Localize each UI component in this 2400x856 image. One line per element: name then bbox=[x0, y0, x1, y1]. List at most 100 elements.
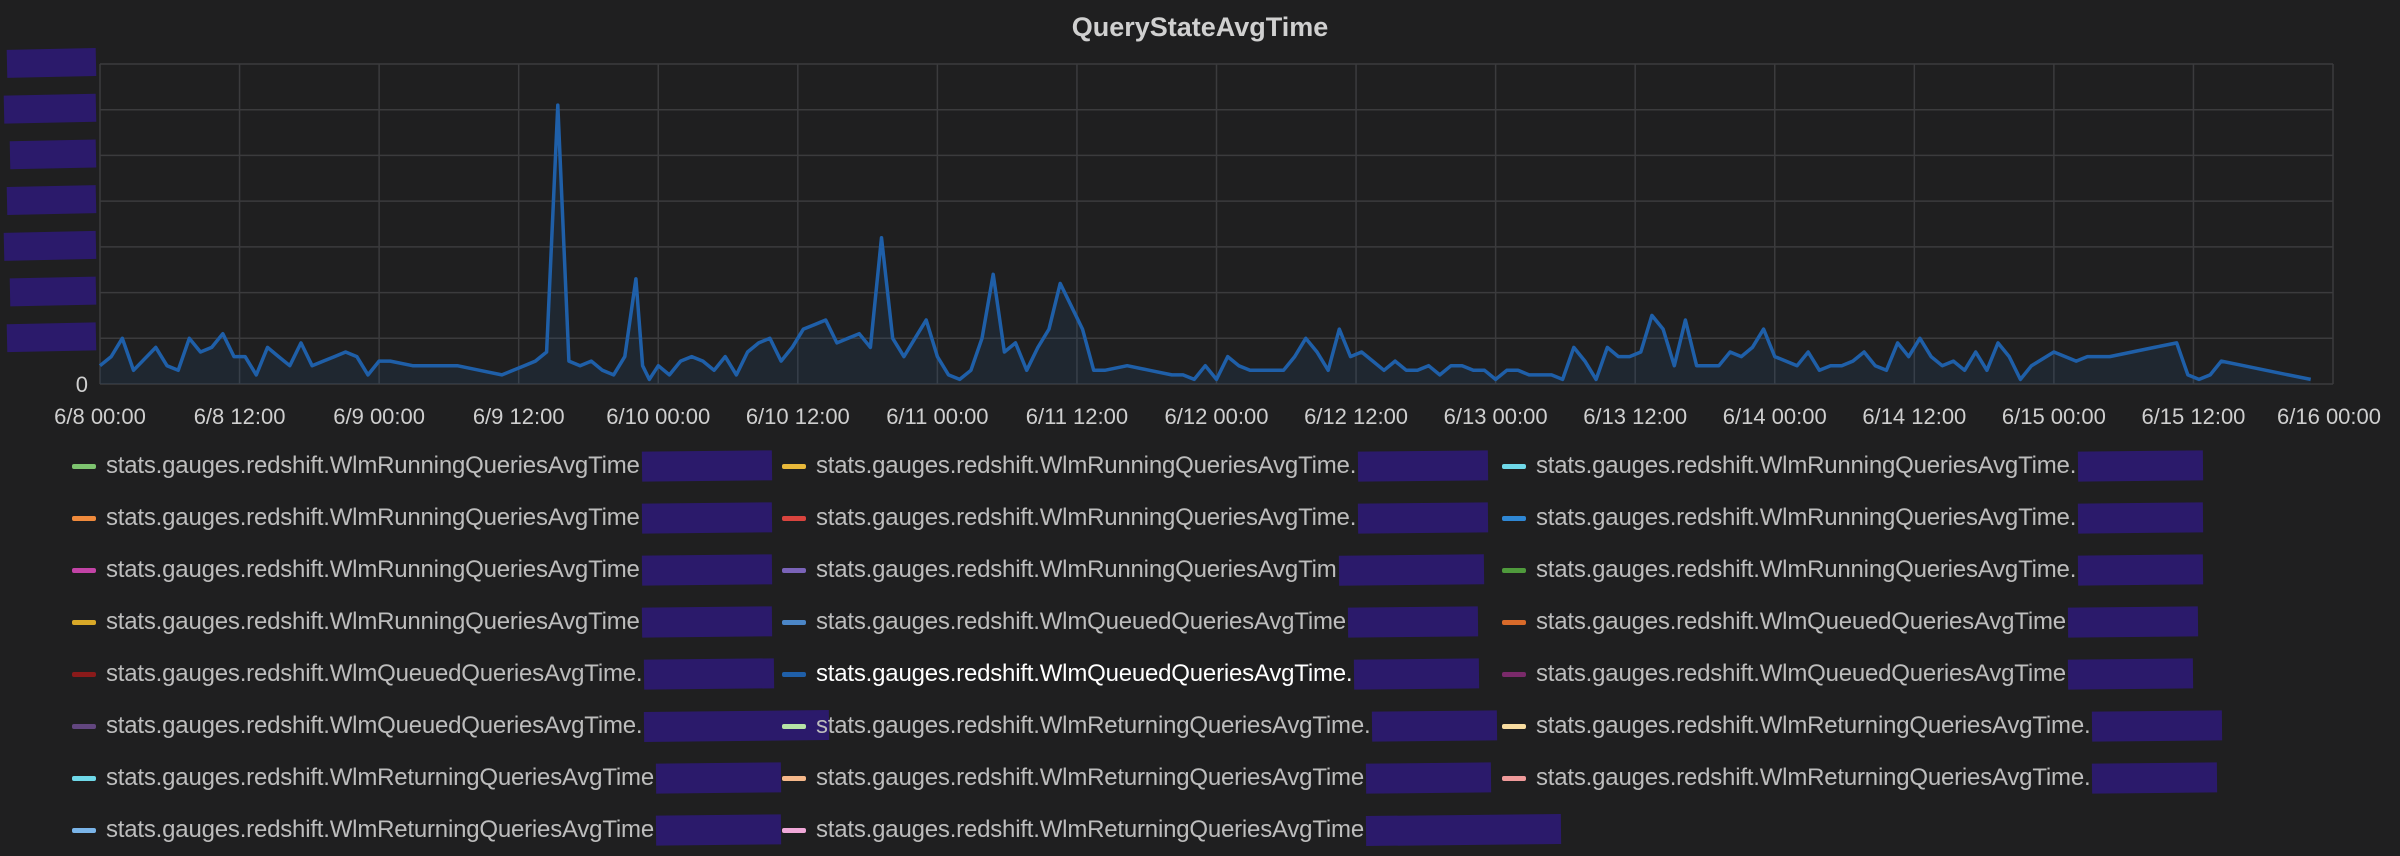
legend-swatch bbox=[1502, 463, 1526, 469]
y-tick-redacted bbox=[3, 230, 97, 261]
series-area bbox=[100, 105, 2311, 384]
x-tick-label: 6/10 12:00 bbox=[746, 404, 850, 429]
legend-label: stats.gauges.redshift.WlmRunningQueriesA… bbox=[1536, 556, 2077, 583]
legend-swatch bbox=[1502, 671, 1526, 677]
y-tick-redacted bbox=[6, 185, 97, 216]
legend-item[interactable]: stats.gauges.redshift.WlmRunningQueriesA… bbox=[72, 544, 772, 596]
legend-redacted-suffix bbox=[1347, 606, 1479, 638]
legend-item[interactable]: stats.gauges.redshift.WlmQueuedQueriesAv… bbox=[72, 700, 830, 752]
legend-label: stats.gauges.redshift.WlmReturningQuerie… bbox=[106, 764, 654, 791]
legend-row: stats.gauges.redshift.WlmReturningQuerie… bbox=[72, 804, 2372, 856]
legend-item[interactable]: stats.gauges.redshift.WlmReturningQuerie… bbox=[782, 700, 1498, 752]
legend-redacted-suffix bbox=[1358, 502, 1489, 534]
legend-item[interactable]: stats.gauges.redshift.WlmRunningQueriesA… bbox=[1502, 492, 2204, 544]
legend-swatch bbox=[72, 619, 96, 625]
y-axis-redacted-labels bbox=[3, 48, 97, 353]
legend-item[interactable]: stats.gauges.redshift.WlmRunningQueriesA… bbox=[72, 596, 772, 648]
legend-item[interactable]: stats.gauges.redshift.WlmQueuedQueriesAv… bbox=[1502, 648, 2194, 700]
legend-item[interactable]: stats.gauges.redshift.WlmRunningQueriesA… bbox=[782, 544, 1484, 596]
legend-item[interactable]: stats.gauges.redshift.WlmRunningQueriesA… bbox=[72, 492, 772, 544]
y-axis-ticks: 0 bbox=[76, 372, 88, 397]
legend-row: stats.gauges.redshift.WlmReturningQuerie… bbox=[72, 752, 2372, 804]
legend-redacted-suffix bbox=[2092, 710, 2223, 742]
y-tick-redacted bbox=[6, 48, 97, 78]
legend-redacted-suffix bbox=[1358, 450, 1489, 482]
legend-row: stats.gauges.redshift.WlmQueuedQueriesAv… bbox=[72, 700, 2372, 752]
legend-item[interactable]: stats.gauges.redshift.WlmReturningQuerie… bbox=[72, 804, 782, 856]
legend-redacted-suffix bbox=[2078, 502, 2204, 534]
legend-label: stats.gauges.redshift.WlmQueuedQueriesAv… bbox=[106, 712, 643, 739]
legend-swatch bbox=[782, 463, 806, 469]
legend-item[interactable]: stats.gauges.redshift.WlmQueuedQueriesAv… bbox=[1502, 596, 2199, 648]
legend-item[interactable]: stats.gauges.redshift.WlmQueuedQueriesAv… bbox=[782, 596, 1479, 648]
x-tick-label: 6/15 00:00 bbox=[2002, 404, 2106, 429]
x-tick-label: 6/14 00:00 bbox=[1723, 404, 1827, 429]
legend-label: stats.gauges.redshift.WlmRunningQueriesA… bbox=[1536, 452, 2077, 479]
x-tick-label: 6/8 00:00 bbox=[54, 404, 146, 429]
legend-label: stats.gauges.redshift.WlmRunningQueriesA… bbox=[816, 452, 1357, 479]
legend-redacted-suffix bbox=[641, 450, 772, 482]
legend-label: stats.gauges.redshift.WlmReturningQuerie… bbox=[1536, 764, 2091, 791]
x-tick-label: 6/15 12:00 bbox=[2141, 404, 2245, 429]
y-tick-redacted bbox=[9, 139, 97, 170]
legend-item[interactable]: stats.gauges.redshift.WlmRunningQueriesA… bbox=[1502, 440, 2204, 492]
legend-item[interactable]: stats.gauges.redshift.WlmQueuedQueriesAv… bbox=[782, 648, 1480, 700]
legend-row: stats.gauges.redshift.WlmQueuedQueriesAv… bbox=[72, 648, 2372, 700]
legend-swatch bbox=[782, 723, 806, 729]
legend-item[interactable]: stats.gauges.redshift.WlmReturningQuerie… bbox=[1502, 700, 2223, 752]
series-line[interactable] bbox=[98, 103, 2312, 382]
x-tick-label: 6/11 12:00 bbox=[1026, 404, 1128, 429]
legend-label: stats.gauges.redshift.WlmQueuedQueriesAv… bbox=[1536, 660, 2066, 687]
line-chart[interactable]: 0 6/8 00:00 6/8 12:00 6/9 00:00 6/9 12:00 6/… bbox=[0, 0, 2400, 440]
legend-item[interactable]: stats.gauges.redshift.WlmRunningQueriesA… bbox=[782, 440, 1489, 492]
chart-series[interactable] bbox=[98, 103, 2312, 384]
chart-legend: stats.gauges.redshift.WlmRunningQueriesA… bbox=[72, 440, 2372, 856]
legend-swatch bbox=[782, 671, 806, 677]
legend-label: stats.gauges.redshift.WlmQueuedQueriesAv… bbox=[106, 660, 643, 687]
x-tick-label: 6/12 00:00 bbox=[1165, 404, 1269, 429]
legend-item[interactable]: stats.gauges.redshift.WlmRunningQueriesA… bbox=[782, 492, 1489, 544]
panel-title[interactable]: QueryStateAvgTime bbox=[1071, 12, 1329, 42]
legend-redacted-suffix bbox=[2078, 554, 2204, 586]
legend-swatch bbox=[72, 515, 96, 521]
legend-label: stats.gauges.redshift.WlmReturningQuerie… bbox=[106, 816, 654, 843]
legend-swatch bbox=[1502, 567, 1526, 573]
legend-label: stats.gauges.redshift.WlmRunningQueriesA… bbox=[106, 504, 640, 531]
legend-redacted-suffix bbox=[1372, 710, 1498, 742]
x-tick-label: 6/12 12:00 bbox=[1304, 404, 1408, 429]
legend-redacted-suffix bbox=[1365, 813, 1562, 847]
legend-label: stats.gauges.redshift.WlmReturningQuerie… bbox=[816, 764, 1364, 791]
legend-row: stats.gauges.redshift.WlmRunningQueriesA… bbox=[72, 492, 2372, 544]
legend-label: stats.gauges.redshift.WlmQueuedQueriesAv… bbox=[1536, 608, 2066, 635]
legend-redacted-suffix bbox=[1365, 762, 1492, 794]
legend-item[interactable]: stats.gauges.redshift.WlmReturningQuerie… bbox=[782, 804, 1562, 856]
y-tick-redacted bbox=[6, 322, 97, 353]
legend-redacted-suffix bbox=[2067, 658, 2194, 690]
legend-label: stats.gauges.redshift.WlmQueuedQueriesAv… bbox=[816, 660, 1353, 687]
x-tick-label: 6/9 00:00 bbox=[333, 404, 425, 429]
legend-item[interactable]: stats.gauges.redshift.WlmReturningQuerie… bbox=[1502, 752, 2218, 804]
legend-item[interactable]: stats.gauges.redshift.WlmReturningQuerie… bbox=[72, 752, 782, 804]
legend-redacted-suffix bbox=[2092, 762, 2218, 794]
legend-label: stats.gauges.redshift.WlmReturningQuerie… bbox=[1536, 712, 2091, 739]
x-tick-label: 6/9 12:00 bbox=[473, 404, 565, 429]
legend-swatch bbox=[782, 567, 806, 573]
legend-redacted-suffix bbox=[641, 606, 772, 638]
legend-swatch bbox=[782, 619, 806, 625]
legend-item[interactable]: stats.gauges.redshift.WlmRunningQueriesA… bbox=[1502, 544, 2204, 596]
x-tick-label: 6/14 12:00 bbox=[1862, 404, 1966, 429]
legend-redacted-suffix bbox=[644, 658, 775, 690]
legend-row: stats.gauges.redshift.WlmRunningQueriesA… bbox=[72, 544, 2372, 596]
legend-item[interactable]: stats.gauges.redshift.WlmReturningQuerie… bbox=[782, 752, 1492, 804]
legend-item[interactable]: stats.gauges.redshift.WlmRunningQueriesA… bbox=[72, 440, 772, 492]
x-tick-label: 6/8 12:00 bbox=[194, 404, 286, 429]
legend-row: stats.gauges.redshift.WlmRunningQueriesA… bbox=[72, 440, 2372, 492]
legend-label: stats.gauges.redshift.WlmReturningQuerie… bbox=[816, 816, 1364, 843]
legend-redacted-suffix bbox=[655, 814, 782, 846]
legend-swatch bbox=[1502, 619, 1526, 625]
legend-row: stats.gauges.redshift.WlmRunningQueriesA… bbox=[72, 596, 2372, 648]
x-tick-label: 6/13 00:00 bbox=[1444, 404, 1548, 429]
legend-item[interactable]: stats.gauges.redshift.WlmQueuedQueriesAv… bbox=[72, 648, 775, 700]
legend-swatch bbox=[72, 567, 96, 573]
x-tick-label: 6/11 00:00 bbox=[886, 404, 988, 429]
